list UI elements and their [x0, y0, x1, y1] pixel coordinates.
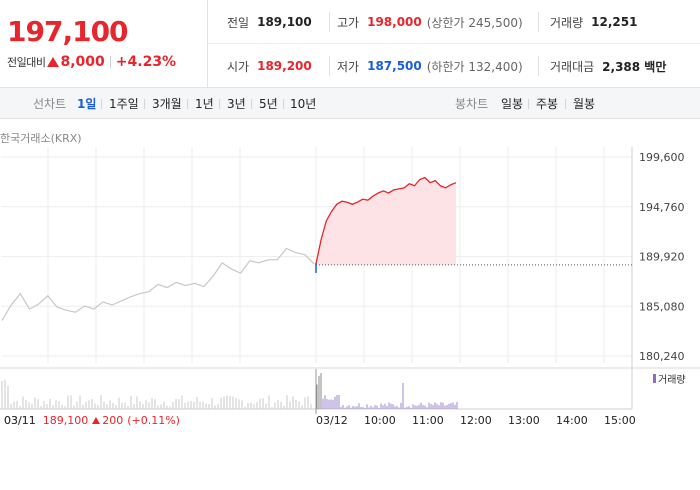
info-row-2: 시가 189,200 저가 187,500 (하한가 132,400) 거래대금…	[208, 44, 700, 88]
x-tick-label: 12:00	[460, 414, 492, 427]
quote-header: 197,100 전일대비 8,000 +4.23% 전일 189,100 고가 …	[0, 0, 700, 88]
high-label: 고가	[337, 15, 360, 30]
y-tick-label: 194,760	[639, 201, 685, 214]
price-summary: 197,100 전일대비 8,000 +4.23%	[0, 0, 208, 88]
low-value: 187,500	[367, 59, 422, 73]
divider	[329, 56, 330, 76]
y-tick-label: 189,920	[639, 251, 685, 264]
volume-legend-label: 거래량	[658, 375, 686, 386]
volume-legend: 거래량	[653, 371, 686, 386]
divider	[538, 12, 539, 32]
open-cell: 시가 189,200	[227, 44, 312, 88]
trade-amount-label: 거래대금	[550, 59, 595, 74]
divider	[219, 99, 220, 109]
divider	[109, 56, 111, 68]
hover-change: 200	[102, 414, 124, 427]
period-1d-button[interactable]: 1일	[77, 97, 97, 111]
x-tick-label: 11:00	[412, 414, 444, 427]
x-tick-label: 13:00	[508, 414, 540, 427]
change-label: 전일대비	[7, 56, 46, 69]
change-row: 전일대비 8,000 +4.23%	[7, 54, 176, 70]
trade-amount-value: 2,388 백만	[602, 59, 667, 74]
divider	[283, 99, 284, 109]
y-tick-label: 185,080	[639, 300, 685, 313]
volume-label: 거래량	[550, 15, 584, 30]
prev-close-cell: 전일 189,100	[227, 0, 312, 44]
divider	[565, 99, 566, 109]
x-tick-label: 15:00	[604, 414, 636, 427]
quote-info-grid: 전일 189,100 고가 198,000 (상한가 245,500) 거래량 …	[208, 0, 700, 88]
volume-value: 12,251	[591, 15, 638, 29]
divider	[101, 99, 102, 109]
divider	[187, 99, 188, 109]
period-3y-button[interactable]: 3년	[227, 97, 246, 111]
today-area-fill	[316, 177, 456, 265]
period-10y-button[interactable]: 10년	[290, 97, 317, 111]
divider	[528, 99, 529, 109]
divider	[538, 56, 539, 76]
period-1w-button[interactable]: 1주일	[109, 97, 139, 111]
period-3m-button[interactable]: 3개월	[152, 97, 182, 111]
period-1y-button[interactable]: 1년	[195, 97, 214, 111]
x-tick-label: 03/12	[316, 414, 348, 427]
y-tick-label: 180,240	[639, 350, 685, 363]
low-label: 저가	[337, 59, 360, 74]
period-toolbar: 선차트 1일 1주일 3개월 1년 3년 5년 10년 봉차트 일봉 주봉 월봉	[0, 88, 700, 119]
prev-close-label: 전일	[227, 15, 250, 30]
divider	[144, 99, 145, 109]
hover-date: 03/11	[4, 414, 36, 427]
line-chart-label: 선차트	[33, 97, 67, 111]
divider	[329, 12, 330, 32]
hover-info: 03/11 189,100 200 (+0.11%)	[4, 414, 180, 427]
low-cell: 저가 187,500 (하한가 132,400)	[337, 44, 523, 88]
x-tick-label: 14:00	[556, 414, 588, 427]
high-value: 198,000	[367, 15, 422, 29]
info-row-1: 전일 189,100 고가 198,000 (상한가 245,500) 거래량 …	[208, 0, 700, 44]
x-tick-label: 03/11	[4, 414, 36, 427]
today-price-line	[315, 176, 457, 265]
high-cell: 고가 198,000 (상한가 245,500)	[337, 0, 523, 44]
exchange-label: 한국거래소(KRX)	[0, 132, 82, 145]
change-amount: 8,000	[60, 54, 105, 70]
trade-amount-cell: 거래대금 2,388 백만	[550, 44, 666, 88]
x-tick-label: 10:00	[364, 414, 396, 427]
up-arrow-icon	[47, 57, 60, 67]
volume-swatch-icon	[653, 374, 656, 383]
candle-weekly-button[interactable]: 주봉	[536, 97, 559, 111]
period-5y-button[interactable]: 5년	[259, 97, 278, 111]
prev-close-value: 189,100	[257, 15, 312, 29]
upper-limit: (상한가 245,500)	[426, 15, 523, 30]
previous-day-line	[1, 247, 315, 321]
candle-chart-label: 봉차트	[455, 97, 489, 111]
lower-limit: (하한가 132,400)	[426, 59, 523, 74]
open-value: 189,200	[257, 59, 312, 73]
hover-price: 189,100	[42, 414, 89, 427]
current-price: 197,100	[7, 15, 129, 48]
hover-rate: (+0.11%)	[127, 414, 180, 427]
divider	[251, 99, 252, 109]
price-chart[interactable]: 199,600 194,760 189,920 185,080 180,240 03/11…	[0, 119, 700, 429]
volume-cell: 거래량 12,251	[550, 0, 637, 44]
up-arrow-icon	[92, 417, 101, 424]
candle-monthly-button[interactable]: 월봉	[573, 97, 596, 111]
change-percent: +4.23%	[115, 54, 177, 70]
candle-daily-button[interactable]: 일봉	[501, 97, 524, 111]
open-label: 시가	[227, 59, 250, 74]
y-tick-label: 199,600	[639, 151, 685, 164]
